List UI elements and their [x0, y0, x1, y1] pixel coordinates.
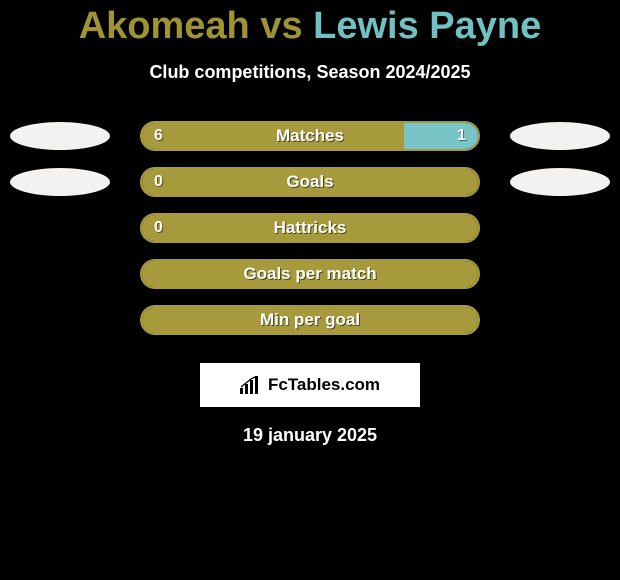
- left-value: 0: [142, 173, 175, 191]
- player2-name: Lewis Payne: [313, 5, 541, 47]
- stat-row: 0Hattricks: [0, 205, 620, 251]
- logo-text: FcTables.com: [268, 375, 380, 395]
- right-value: 1: [445, 127, 478, 145]
- player2-avatar: [510, 168, 610, 196]
- player1-name: Akomeah: [79, 5, 250, 47]
- bar-segment-right: 1: [404, 123, 478, 149]
- subtitle: Club competitions, Season 2024/2025: [0, 62, 620, 83]
- player1-avatar: [10, 168, 110, 196]
- player2-avatar: [510, 122, 610, 150]
- stat-row: Min per goal: [0, 297, 620, 343]
- bar-segment-left: 0: [142, 215, 478, 241]
- vs-text: vs: [250, 5, 313, 47]
- bar-segment-left: [142, 261, 478, 287]
- stat-row: 61Matches: [0, 113, 620, 159]
- comparison-infographic: Akomeah vs Lewis Payne Club competitions…: [0, 0, 620, 580]
- stat-bar: 0: [140, 167, 480, 197]
- chart-icon: [240, 376, 262, 394]
- left-value: 6: [142, 127, 175, 145]
- stats-section: 61Matches0Goals0HattricksGoals per match…: [0, 113, 620, 343]
- stat-row: 0Goals: [0, 159, 620, 205]
- stat-bar: [140, 305, 480, 335]
- bar-segment-left: 0: [142, 169, 478, 195]
- player1-avatar: [10, 122, 110, 150]
- page-title: Akomeah vs Lewis Payne: [0, 0, 620, 48]
- logo-box: FcTables.com: [200, 363, 420, 407]
- stat-row: Goals per match: [0, 251, 620, 297]
- bar-segment-left: 6: [142, 123, 404, 149]
- left-value: 0: [142, 219, 175, 237]
- stat-bar: 61: [140, 121, 480, 151]
- bar-segment-left: [142, 307, 478, 333]
- date-text: 19 january 2025: [0, 425, 620, 446]
- stat-bar: 0: [140, 213, 480, 243]
- stat-bar: [140, 259, 480, 289]
